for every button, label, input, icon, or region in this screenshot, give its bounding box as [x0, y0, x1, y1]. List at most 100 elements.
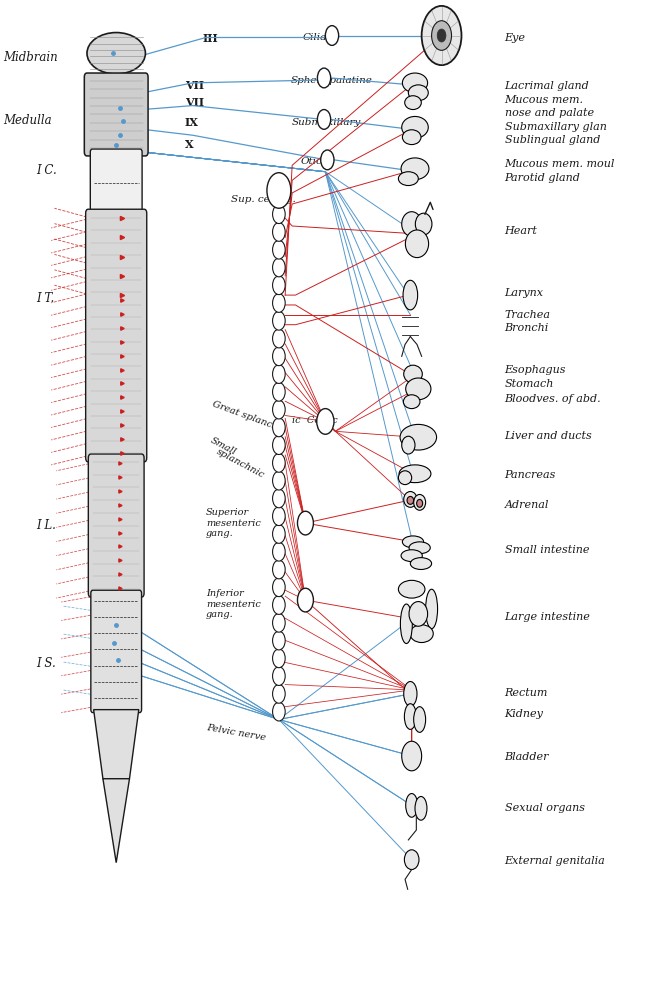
Text: VII: VII: [185, 97, 204, 108]
Circle shape: [267, 174, 291, 209]
Text: Small intestine: Small intestine: [505, 544, 589, 554]
Text: Stomach: Stomach: [505, 379, 554, 388]
Circle shape: [272, 560, 285, 579]
Text: Small: Small: [209, 435, 238, 457]
Ellipse shape: [401, 159, 429, 180]
Ellipse shape: [405, 231, 428, 258]
Circle shape: [272, 384, 285, 402]
Ellipse shape: [403, 395, 420, 409]
Circle shape: [272, 507, 285, 527]
Text: Lacrimal gland: Lacrimal gland: [505, 81, 590, 91]
Text: Pelvic nerve: Pelvic nerve: [206, 722, 267, 741]
Ellipse shape: [403, 281, 418, 311]
Text: Superior
mesenteric
gang.: Superior mesenteric gang.: [206, 508, 261, 537]
Ellipse shape: [414, 707, 426, 733]
Ellipse shape: [408, 86, 428, 102]
Circle shape: [272, 489, 285, 509]
Text: IX: IX: [185, 116, 199, 128]
Text: Trachea: Trachea: [505, 310, 550, 319]
Circle shape: [272, 276, 285, 296]
Text: Sup. cerv. g.: Sup. cerv. g.: [231, 194, 296, 204]
Text: Medulla: Medulla: [3, 113, 52, 127]
Text: splanchnic: splanchnic: [214, 447, 266, 480]
Text: Kidney: Kidney: [505, 708, 544, 718]
Text: VII: VII: [185, 80, 204, 92]
Ellipse shape: [401, 550, 422, 562]
FancyBboxPatch shape: [90, 150, 142, 217]
Ellipse shape: [402, 117, 428, 139]
Text: III: III: [203, 33, 218, 44]
Ellipse shape: [404, 97, 421, 110]
Circle shape: [317, 69, 331, 89]
Ellipse shape: [400, 425, 437, 451]
Text: Esophagus: Esophagus: [505, 365, 566, 375]
Text: Adrenal: Adrenal: [505, 500, 549, 510]
Circle shape: [272, 400, 285, 419]
Ellipse shape: [415, 214, 432, 236]
Ellipse shape: [415, 797, 427, 820]
Circle shape: [272, 454, 285, 472]
Text: Eye: Eye: [505, 34, 526, 43]
Ellipse shape: [402, 74, 428, 94]
Ellipse shape: [398, 173, 418, 186]
Ellipse shape: [417, 500, 422, 508]
Circle shape: [321, 151, 334, 171]
Circle shape: [272, 241, 285, 259]
Text: Great splanchn: Great splanchn: [211, 399, 285, 433]
Circle shape: [272, 312, 285, 331]
Circle shape: [272, 684, 285, 704]
Circle shape: [317, 409, 334, 435]
Text: Parotid gland: Parotid gland: [505, 173, 580, 182]
Ellipse shape: [398, 471, 412, 485]
Circle shape: [272, 205, 285, 224]
Circle shape: [422, 7, 461, 66]
FancyBboxPatch shape: [86, 210, 147, 462]
Text: External genitalia: External genitalia: [505, 855, 606, 865]
Circle shape: [272, 578, 285, 597]
Text: Bladder: Bladder: [505, 751, 549, 761]
Circle shape: [272, 365, 285, 384]
Circle shape: [317, 110, 331, 130]
Ellipse shape: [404, 366, 422, 384]
Circle shape: [272, 649, 285, 669]
Text: I T.: I T.: [37, 291, 54, 305]
Text: Midbrain: Midbrain: [3, 50, 58, 64]
Ellipse shape: [402, 536, 424, 548]
Circle shape: [325, 27, 339, 46]
Text: Submaxillary: Submaxillary: [292, 117, 361, 127]
Circle shape: [297, 589, 313, 612]
Text: Sphenopalatine: Sphenopalatine: [291, 76, 373, 86]
Ellipse shape: [409, 601, 428, 627]
Circle shape: [272, 436, 285, 455]
Circle shape: [272, 525, 285, 543]
Circle shape: [432, 22, 452, 51]
Text: nose and palate: nose and palate: [505, 107, 594, 117]
Text: Liver and ducts: Liver and ducts: [505, 431, 592, 441]
Text: Bronchi: Bronchi: [505, 322, 549, 332]
Circle shape: [272, 258, 285, 277]
Polygon shape: [103, 779, 129, 863]
Text: Larynx: Larynx: [505, 288, 544, 298]
FancyBboxPatch shape: [91, 591, 141, 713]
Ellipse shape: [404, 850, 419, 870]
Ellipse shape: [402, 130, 421, 146]
FancyBboxPatch shape: [84, 74, 148, 157]
Ellipse shape: [404, 492, 417, 508]
Text: Mucous mem. moul: Mucous mem. moul: [505, 159, 615, 169]
Ellipse shape: [404, 682, 417, 706]
Text: I S.: I S.: [37, 656, 56, 669]
Circle shape: [272, 472, 285, 491]
Text: X: X: [185, 138, 193, 150]
Text: Mucous mem.: Mucous mem.: [505, 95, 584, 105]
Ellipse shape: [407, 497, 414, 505]
Ellipse shape: [402, 212, 422, 237]
Text: ic  Celiac: ic Celiac: [292, 415, 338, 425]
Circle shape: [272, 596, 285, 615]
Ellipse shape: [87, 34, 145, 75]
Text: Submaxillary glan: Submaxillary glan: [505, 122, 606, 132]
Circle shape: [272, 347, 285, 366]
Text: Sublingual gland: Sublingual gland: [505, 135, 600, 145]
Circle shape: [272, 702, 285, 722]
Text: Ciliary: Ciliary: [302, 33, 337, 42]
Text: Rectum: Rectum: [505, 687, 548, 697]
